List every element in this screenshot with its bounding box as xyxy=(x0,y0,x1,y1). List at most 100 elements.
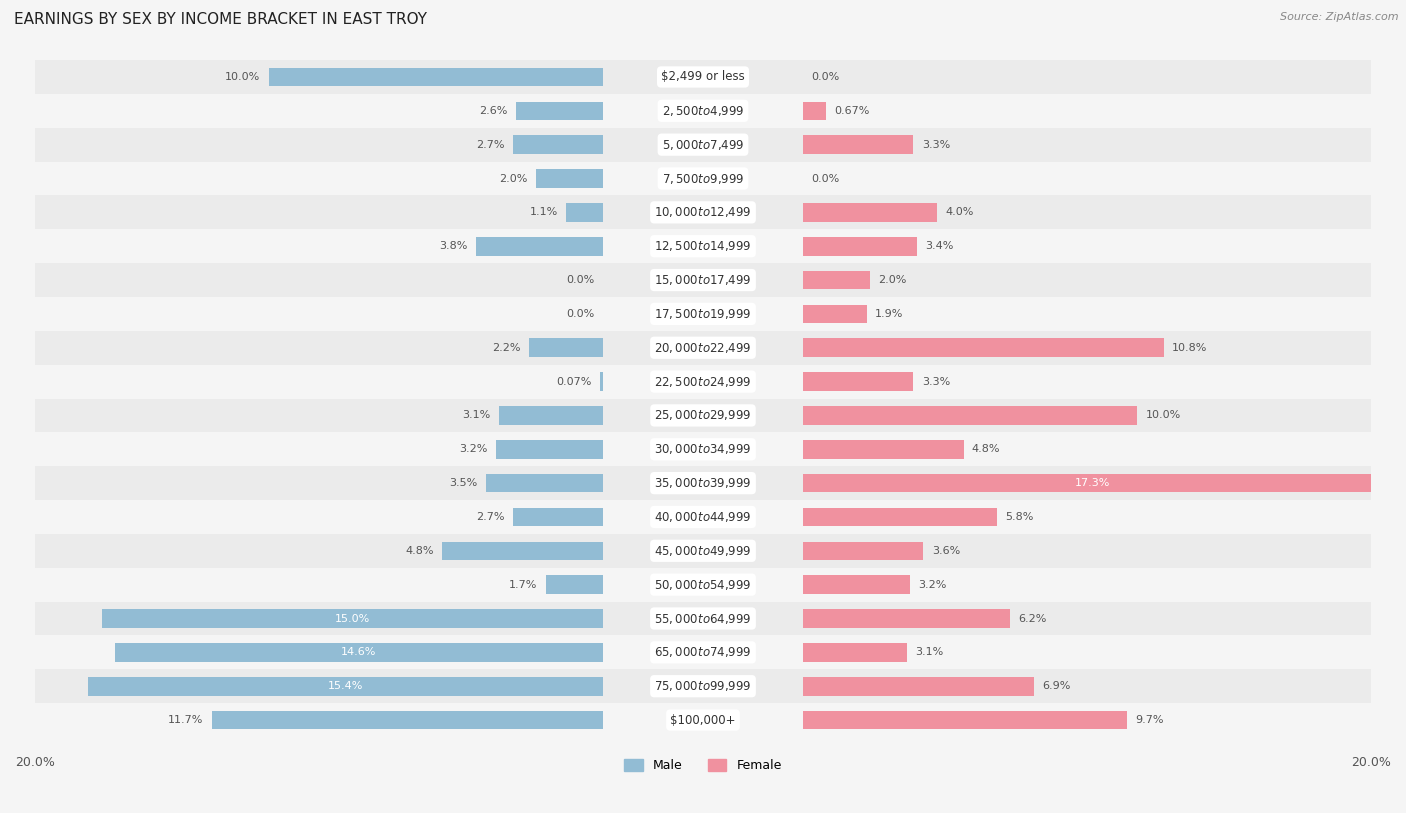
Bar xyxy=(35,162,1371,195)
Text: $22,500 to $24,999: $22,500 to $24,999 xyxy=(654,375,752,389)
Text: 15.0%: 15.0% xyxy=(335,614,370,624)
Bar xyxy=(115,643,603,662)
Text: $12,500 to $14,999: $12,500 to $14,999 xyxy=(654,239,752,253)
Text: $5,000 to $7,499: $5,000 to $7,499 xyxy=(662,137,744,152)
Text: $45,000 to $49,999: $45,000 to $49,999 xyxy=(654,544,752,558)
Bar xyxy=(35,128,1371,162)
Text: 15.4%: 15.4% xyxy=(328,681,363,691)
Text: 1.7%: 1.7% xyxy=(509,580,537,589)
Bar xyxy=(35,229,1371,263)
Text: 6.9%: 6.9% xyxy=(1042,681,1070,691)
Bar xyxy=(35,398,1371,433)
Bar xyxy=(475,237,603,255)
Bar xyxy=(35,602,1371,636)
Text: 2.7%: 2.7% xyxy=(475,140,505,150)
Bar xyxy=(529,338,603,357)
Text: $75,000 to $99,999: $75,000 to $99,999 xyxy=(654,679,752,693)
Text: $65,000 to $74,999: $65,000 to $74,999 xyxy=(654,646,752,659)
Text: $20,000 to $22,499: $20,000 to $22,499 xyxy=(654,341,752,354)
Text: 4.8%: 4.8% xyxy=(405,546,434,556)
Text: 10.8%: 10.8% xyxy=(1173,343,1208,353)
Text: 10.0%: 10.0% xyxy=(1146,411,1181,420)
Text: 0.67%: 0.67% xyxy=(834,106,869,115)
Bar xyxy=(35,195,1371,229)
Bar xyxy=(803,305,866,324)
Text: 4.0%: 4.0% xyxy=(945,207,973,217)
Text: $10,000 to $12,499: $10,000 to $12,499 xyxy=(654,206,752,220)
Text: 10.0%: 10.0% xyxy=(225,72,260,82)
Bar xyxy=(803,609,1011,628)
Text: 2.7%: 2.7% xyxy=(475,512,505,522)
Bar xyxy=(35,567,1371,602)
Text: $7,500 to $9,999: $7,500 to $9,999 xyxy=(662,172,744,185)
Bar xyxy=(35,297,1371,331)
Bar xyxy=(803,372,914,391)
Bar xyxy=(35,636,1371,669)
Bar xyxy=(101,609,603,628)
Text: $30,000 to $34,999: $30,000 to $34,999 xyxy=(654,442,752,456)
Text: 0.0%: 0.0% xyxy=(811,173,839,184)
Text: 0.0%: 0.0% xyxy=(567,275,595,285)
Text: 3.5%: 3.5% xyxy=(450,478,478,488)
Bar xyxy=(212,711,603,729)
Text: $25,000 to $29,999: $25,000 to $29,999 xyxy=(654,408,752,423)
Bar xyxy=(803,711,1128,729)
Bar xyxy=(803,541,924,560)
Bar xyxy=(499,406,603,424)
Bar xyxy=(496,440,603,459)
Bar xyxy=(89,677,603,695)
Legend: Male, Female: Male, Female xyxy=(619,754,787,777)
Bar xyxy=(803,440,963,459)
Bar xyxy=(35,433,1371,466)
Bar xyxy=(443,541,603,560)
Text: 1.9%: 1.9% xyxy=(875,309,904,319)
Bar xyxy=(269,67,603,86)
Text: $2,499 or less: $2,499 or less xyxy=(661,71,745,84)
Text: 2.0%: 2.0% xyxy=(499,173,527,184)
Text: 3.3%: 3.3% xyxy=(922,376,950,387)
Text: 3.4%: 3.4% xyxy=(925,241,953,251)
Text: $15,000 to $17,499: $15,000 to $17,499 xyxy=(654,273,752,287)
Text: 14.6%: 14.6% xyxy=(342,647,377,658)
Text: 3.8%: 3.8% xyxy=(439,241,468,251)
Text: 3.2%: 3.2% xyxy=(460,444,488,454)
Bar xyxy=(803,576,910,594)
Text: 0.0%: 0.0% xyxy=(811,72,839,82)
Text: $100,000+: $100,000+ xyxy=(671,714,735,727)
Bar xyxy=(35,534,1371,567)
Bar xyxy=(803,271,870,289)
Bar xyxy=(803,406,1137,424)
Text: $35,000 to $39,999: $35,000 to $39,999 xyxy=(654,476,752,490)
Text: 3.3%: 3.3% xyxy=(922,140,950,150)
Text: $2,500 to $4,999: $2,500 to $4,999 xyxy=(662,104,744,118)
Text: Source: ZipAtlas.com: Source: ZipAtlas.com xyxy=(1281,12,1399,22)
Bar xyxy=(35,669,1371,703)
Bar xyxy=(35,263,1371,297)
Text: 5.8%: 5.8% xyxy=(1005,512,1033,522)
Bar xyxy=(803,102,825,120)
Text: EARNINGS BY SEX BY INCOME BRACKET IN EAST TROY: EARNINGS BY SEX BY INCOME BRACKET IN EAS… xyxy=(14,12,427,27)
Text: 6.2%: 6.2% xyxy=(1019,614,1047,624)
Bar xyxy=(600,372,603,391)
Text: 17.3%: 17.3% xyxy=(1074,478,1109,488)
Bar xyxy=(567,203,603,222)
Text: 2.0%: 2.0% xyxy=(879,275,907,285)
Text: $40,000 to $44,999: $40,000 to $44,999 xyxy=(654,510,752,524)
Bar xyxy=(803,474,1381,493)
Text: 3.1%: 3.1% xyxy=(915,647,943,658)
Bar xyxy=(35,331,1371,365)
Bar xyxy=(803,237,917,255)
Text: 9.7%: 9.7% xyxy=(1136,715,1164,725)
Text: $50,000 to $54,999: $50,000 to $54,999 xyxy=(654,578,752,592)
Bar xyxy=(546,576,603,594)
Bar xyxy=(516,102,603,120)
Bar xyxy=(803,338,1164,357)
Bar xyxy=(803,203,936,222)
Text: 3.6%: 3.6% xyxy=(932,546,960,556)
Text: $55,000 to $64,999: $55,000 to $64,999 xyxy=(654,611,752,625)
Bar xyxy=(803,643,907,662)
Text: 11.7%: 11.7% xyxy=(169,715,204,725)
Bar xyxy=(536,169,603,188)
Text: 3.1%: 3.1% xyxy=(463,411,491,420)
Bar xyxy=(35,466,1371,500)
